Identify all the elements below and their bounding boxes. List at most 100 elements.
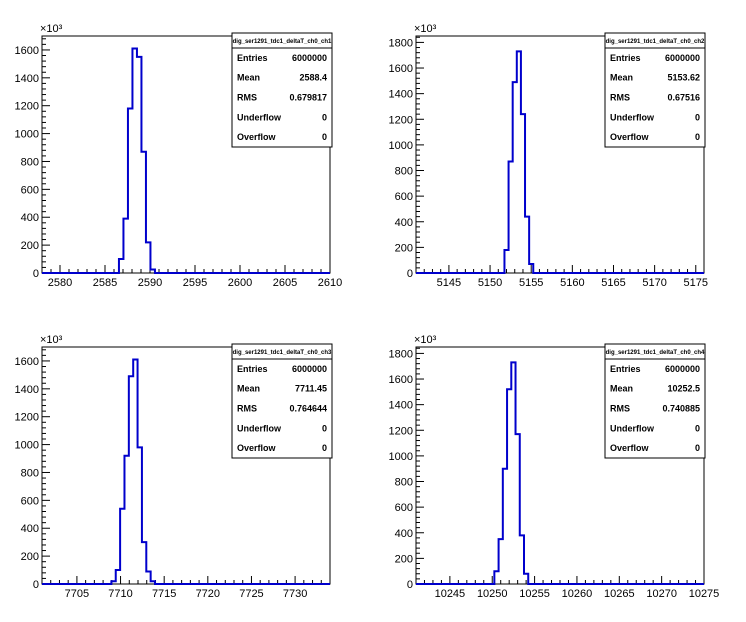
stats-row-value: 0: [322, 132, 327, 142]
y-tick-label: 200: [21, 551, 39, 563]
histogram-line: [416, 361, 704, 585]
y-tick-label: 0: [33, 268, 39, 280]
y-tick-label: 800: [395, 166, 413, 178]
stats-box: dig_ser1291_tdc1_deltaT_ch0_ch1 Entries 60…: [231, 32, 333, 148]
x-tick-label: 2590: [138, 277, 162, 289]
x-tick-label: 2610: [318, 277, 342, 289]
x-tick-label: 10265: [604, 588, 635, 600]
stats-row-label: Underflow: [237, 112, 282, 122]
stats-box: dig_ser1291_tdc1_deltaT_ch0_ch4 Entries 60…: [604, 343, 706, 459]
y-tick-label: 600: [395, 502, 413, 514]
stats-row-value: 0.740885: [662, 404, 700, 414]
y-tick-label: 1000: [15, 129, 39, 141]
x-tick-label: 5175: [684, 277, 708, 289]
stats-row-label: Mean: [237, 73, 260, 83]
stats-title: dig_ser1291_tdc1_deltaT_ch0_ch2: [606, 39, 705, 45]
x-tick-label: 2605: [273, 277, 297, 289]
stats-row-label: RMS: [610, 404, 630, 414]
stats-row-label: Overflow: [610, 132, 650, 142]
x-tick-label: 2585: [93, 277, 117, 289]
stats-row-value: 7711.45: [295, 384, 327, 394]
x-tick-label: 7730: [283, 588, 307, 600]
stats-row-label: Mean: [610, 73, 633, 83]
y-tick-label: 1200: [389, 114, 413, 126]
stats-box: dig_ser1291_tdc1_deltaT_ch0_ch3 Entries 60…: [231, 343, 333, 459]
y-tick-label: 600: [21, 495, 39, 507]
stats-row-label: Underflow: [610, 423, 655, 433]
stats-row-value: 0: [695, 112, 700, 122]
stats-row-label: Overflow: [237, 132, 277, 142]
y-tick-label: 0: [33, 579, 39, 591]
histogram-line: [42, 47, 330, 274]
y-tick-label: 1600: [389, 63, 413, 75]
stats-row-value: 0: [695, 132, 700, 142]
stats-title: dig_ser1291_tdc1_deltaT_ch0_ch4: [606, 350, 705, 356]
x-tick-label: 5170: [642, 277, 666, 289]
histogram-panel: 10245 10250 10255 10260 10265 10270 10275 0 200 4…: [389, 334, 720, 600]
stats-row-value: 10252.5: [667, 384, 700, 394]
y-tick-label: 200: [395, 553, 413, 565]
x-tick-label: 10275: [689, 588, 720, 600]
stats-row-label: RMS: [237, 404, 257, 414]
y-tick-label: 1000: [389, 140, 413, 152]
stats-row-value: 0: [322, 443, 327, 453]
y-tick-label: 800: [21, 156, 39, 168]
stats-row-label: Overflow: [237, 443, 277, 453]
x-tick-label: 7715: [152, 588, 176, 600]
stats-row-value: 6000000: [292, 53, 327, 63]
x-tick-label: 10270: [646, 588, 677, 600]
x-tick-label: 7705: [65, 588, 89, 600]
y-tick-label: 1800: [389, 37, 413, 49]
y-tick-label: 1600: [389, 374, 413, 386]
y-tick-label: 600: [395, 191, 413, 203]
stats-box-frame: [231, 32, 333, 148]
stats-row-label: RMS: [610, 93, 630, 103]
stats-row-label: Entries: [237, 364, 268, 374]
x-tick-label: 7720: [196, 588, 220, 600]
y-exponent-label: ×10³: [414, 334, 437, 346]
x-tick-label: 7725: [239, 588, 263, 600]
histogram-panel: 2580 2585 2590 2595 2600 2605 2610 0 200 400 600 80…: [15, 23, 343, 289]
stats-box-frame: [231, 343, 333, 459]
y-exponent-label: ×10³: [40, 334, 63, 346]
x-tick-label: 2580: [48, 277, 72, 289]
y-tick-label: 1200: [389, 425, 413, 437]
stats-row-value: 5153.62: [667, 73, 700, 83]
stats-row-value: 0.67516: [667, 93, 700, 103]
stats-box-frame: [604, 32, 706, 148]
histogram-panel: 7705 7710 7715 7720 7725 7730 0 200 400 600 800 100…: [15, 334, 333, 600]
stats-row-value: 0: [322, 423, 327, 433]
stats-title: dig_ser1291_tdc1_deltaT_ch0_ch1: [233, 39, 332, 45]
y-tick-label: 400: [21, 212, 39, 224]
y-tick-label: 800: [395, 477, 413, 489]
histogram-line: [416, 50, 704, 274]
y-tick-label: 1400: [389, 89, 413, 101]
histogram-line: [42, 358, 330, 585]
y-tick-label: 400: [395, 217, 413, 229]
stats-row-label: Entries: [237, 53, 268, 63]
y-exponent-label: ×10³: [40, 23, 63, 35]
y-tick-label: 1600: [15, 356, 39, 368]
y-tick-label: 1400: [389, 400, 413, 412]
stats-row-label: Mean: [610, 384, 633, 394]
x-tick-label: 10245: [435, 588, 466, 600]
stats-row-value: 0: [322, 112, 327, 122]
stats-row-value: 0.679817: [289, 93, 327, 103]
y-tick-label: 1600: [15, 45, 39, 57]
y-tick-label: 1000: [15, 440, 39, 452]
stats-row-value: 0.764644: [289, 404, 327, 414]
x-tick-label: 2595: [183, 277, 207, 289]
y-tick-label: 800: [21, 467, 39, 479]
x-tick-label: 10260: [562, 588, 593, 600]
y-tick-label: 200: [21, 240, 39, 252]
x-tick-label: 5145: [437, 277, 461, 289]
y-tick-label: 0: [407, 579, 413, 591]
stats-title: dig_ser1291_tdc1_deltaT_ch0_ch3: [233, 350, 332, 356]
y-tick-label: 1200: [15, 412, 39, 424]
x-tick-label: 5160: [560, 277, 584, 289]
stats-row-label: Underflow: [610, 112, 655, 122]
x-tick-label: 10250: [477, 588, 508, 600]
y-tick-label: 0: [407, 268, 413, 280]
stats-row-label: RMS: [237, 93, 257, 103]
